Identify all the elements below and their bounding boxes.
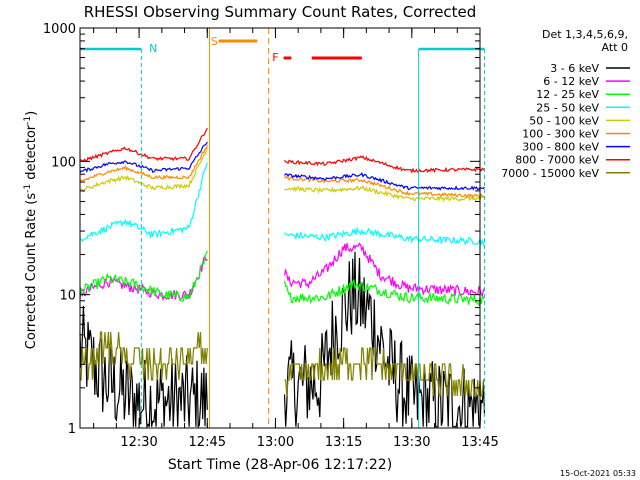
y-tick-label: 100 [51,155,76,170]
legend-label: 100 - 300 keV [522,128,599,141]
legend-header-attenuator: Att 0 [602,41,628,54]
series-line-3-b [283,278,486,307]
legend-header-detectors: Det 1,3,4,5,6,9, [542,28,628,41]
series-line-6-a [79,144,208,182]
y-tick-label: 1 [68,422,76,437]
series-line-2-b [283,242,485,298]
legend-label: 50 - 100 keV [529,114,599,127]
series-line-8-b [284,155,485,174]
legend-label: 7000 - 15000 keV [501,167,599,180]
legend-label: 300 - 800 keV [522,141,599,154]
y-tick-label: 10 [59,289,76,304]
series-line-1-a [79,305,208,429]
x-tick-label: 13:30 [393,435,430,450]
series-line-7-a [79,141,208,174]
series-line-3-a [79,250,208,302]
series-line-8-a [79,127,208,162]
x-tick-label: 13:15 [325,435,362,450]
series-line-9-a [80,331,208,381]
x-tick-label: 13:00 [257,435,294,450]
legend-label: 6 - 12 keV [543,75,599,88]
legend-label: 3 - 6 keV [550,62,599,75]
series-line-5-b [284,185,485,203]
series-line-4-a [79,162,208,242]
series-line-6-b [284,175,485,199]
x-tick-label: 12:45 [189,435,226,450]
saa-label: S [211,35,218,48]
y-tick-label: 1000 [43,22,76,37]
legend-label: 25 - 50 keV [536,101,599,114]
x-axis-label: Start Time (28-Apr-06 12:17:22) [168,457,392,473]
series-line-1-b [283,251,486,429]
legend-label: 800 - 7000 keV [515,154,599,167]
x-tick-label: 13:45 [461,435,498,450]
series-line-5-a [79,147,208,193]
series-line-4-b [284,226,486,247]
flare-label: F [272,51,278,64]
x-tick-label: 12:30 [120,435,157,450]
series-line-2-a [79,255,208,302]
y-axis-label: Corrected Count Rate (s-1 detector-1) [23,111,39,349]
series-line-7-b [284,171,485,191]
legend-label: 12 - 25 keV [536,88,599,101]
plot-frame [79,27,481,429]
night-label: N [149,42,157,55]
series-line-9-b [284,347,485,397]
chart-title: RHESSI Observing Summary Count Rates, Co… [84,3,477,21]
footer-timestamp: 15-Oct-2021 05:33 [560,469,636,478]
